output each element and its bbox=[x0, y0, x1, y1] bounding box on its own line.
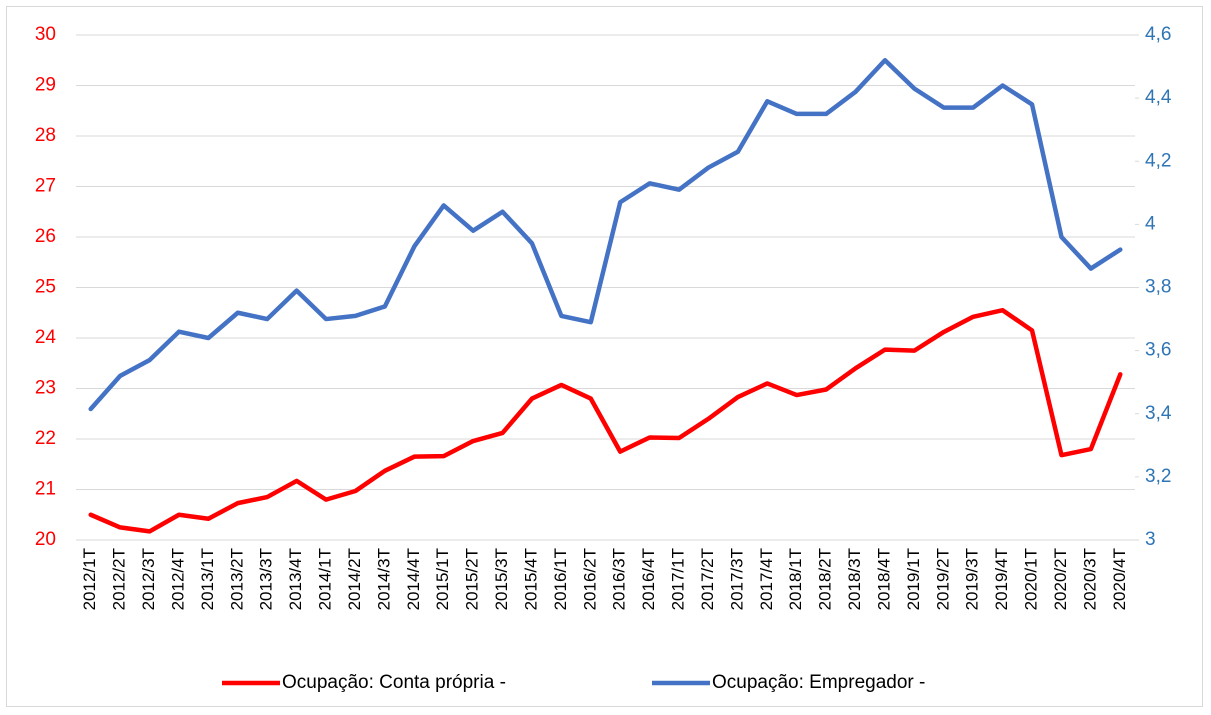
x-tick-label: 2014/2T bbox=[345, 548, 364, 610]
x-tick-label: 2012/3T bbox=[139, 548, 158, 610]
y-tick-label: 22 bbox=[35, 428, 56, 449]
x-tick-label: 2015/2T bbox=[463, 548, 482, 610]
x-tick-label: 2016/4T bbox=[639, 548, 658, 610]
y2-tick-label: 3,4 bbox=[1145, 403, 1172, 424]
x-tick-label: 2019/4T bbox=[992, 548, 1011, 610]
x-tick-label: 2014/1T bbox=[316, 548, 335, 610]
x-tick-label: 2016/3T bbox=[610, 548, 629, 610]
x-tick-label: 2020/3T bbox=[1080, 548, 1099, 610]
y2-tick-label: 3,8 bbox=[1145, 277, 1171, 298]
x-tick-label: 2020/4T bbox=[1110, 548, 1129, 610]
y-tick-label: 28 bbox=[35, 125, 56, 146]
y-tick-label: 26 bbox=[35, 226, 56, 247]
x-tick-label: 2015/3T bbox=[492, 548, 511, 610]
y2-tick-label: 4,6 bbox=[1145, 24, 1171, 45]
x-tick-label: 2018/2T bbox=[816, 548, 835, 610]
y-tick-label: 23 bbox=[35, 378, 56, 399]
x-tick-label: 2019/1T bbox=[904, 548, 923, 610]
x-tick-label: 2013/2T bbox=[227, 548, 246, 610]
y2-tick-label: 4,4 bbox=[1145, 87, 1172, 108]
data-line bbox=[88, 58, 1123, 412]
y2-tick-label: 3,2 bbox=[1145, 466, 1171, 487]
x-tick-label: 2020/2T bbox=[1051, 548, 1070, 610]
y-tick-label: 24 bbox=[35, 327, 57, 348]
y-tick-label: 27 bbox=[35, 176, 56, 197]
x-tick-label: 2014/3T bbox=[374, 548, 393, 610]
chart-frame bbox=[6, 6, 1203, 707]
x-tick-label: 2012/2T bbox=[110, 548, 129, 610]
x-tick-label: 2012/4T bbox=[168, 548, 187, 610]
y-tick-label: 25 bbox=[35, 277, 56, 298]
x-tick-label: 2019/2T bbox=[933, 548, 952, 610]
x-tick-label: 2015/4T bbox=[521, 548, 540, 610]
y2-tick-label: 3,6 bbox=[1145, 340, 1171, 361]
y2-tick-label: 3 bbox=[1145, 529, 1156, 550]
x-tick-label: 2018/1T bbox=[786, 548, 805, 610]
x-tick-label: 2020/1T bbox=[1022, 548, 1041, 610]
x-tick-label: 2016/2T bbox=[580, 548, 599, 610]
y2-tick-label: 4,2 bbox=[1145, 150, 1171, 171]
y-tick-label: 30 bbox=[35, 24, 56, 45]
x-tick-label: 2012/1T bbox=[80, 548, 99, 610]
x-tick-label: 2018/4T bbox=[874, 548, 893, 610]
x-tick-label: 2017/2T bbox=[698, 548, 717, 610]
x-tick-label: 2017/4T bbox=[757, 548, 776, 610]
x-tick-label: 2013/1T bbox=[198, 548, 217, 610]
legend-label: Ocupação: Conta própria - bbox=[282, 672, 506, 693]
x-tick-label: 2016/1T bbox=[551, 548, 570, 610]
x-tick-label: 2017/1T bbox=[669, 548, 688, 610]
legend-label: Ocupação: Empregador - bbox=[712, 672, 925, 693]
x-tick-label: 2019/3T bbox=[963, 548, 982, 610]
data-line bbox=[88, 307, 1123, 534]
x-tick-label: 2015/1T bbox=[433, 548, 452, 610]
y-tick-label: 20 bbox=[35, 529, 56, 550]
y-tick-label: 21 bbox=[35, 479, 56, 500]
x-tick-label: 2013/4T bbox=[286, 548, 305, 610]
x-tick-label: 2017/3T bbox=[727, 548, 746, 610]
y-tick-label: 29 bbox=[35, 75, 56, 96]
x-tick-label: 2013/3T bbox=[257, 548, 276, 610]
y2-tick-label: 4 bbox=[1145, 213, 1156, 234]
x-tick-label: 2014/4T bbox=[404, 548, 423, 610]
x-tick-label: 2018/3T bbox=[845, 548, 864, 610]
